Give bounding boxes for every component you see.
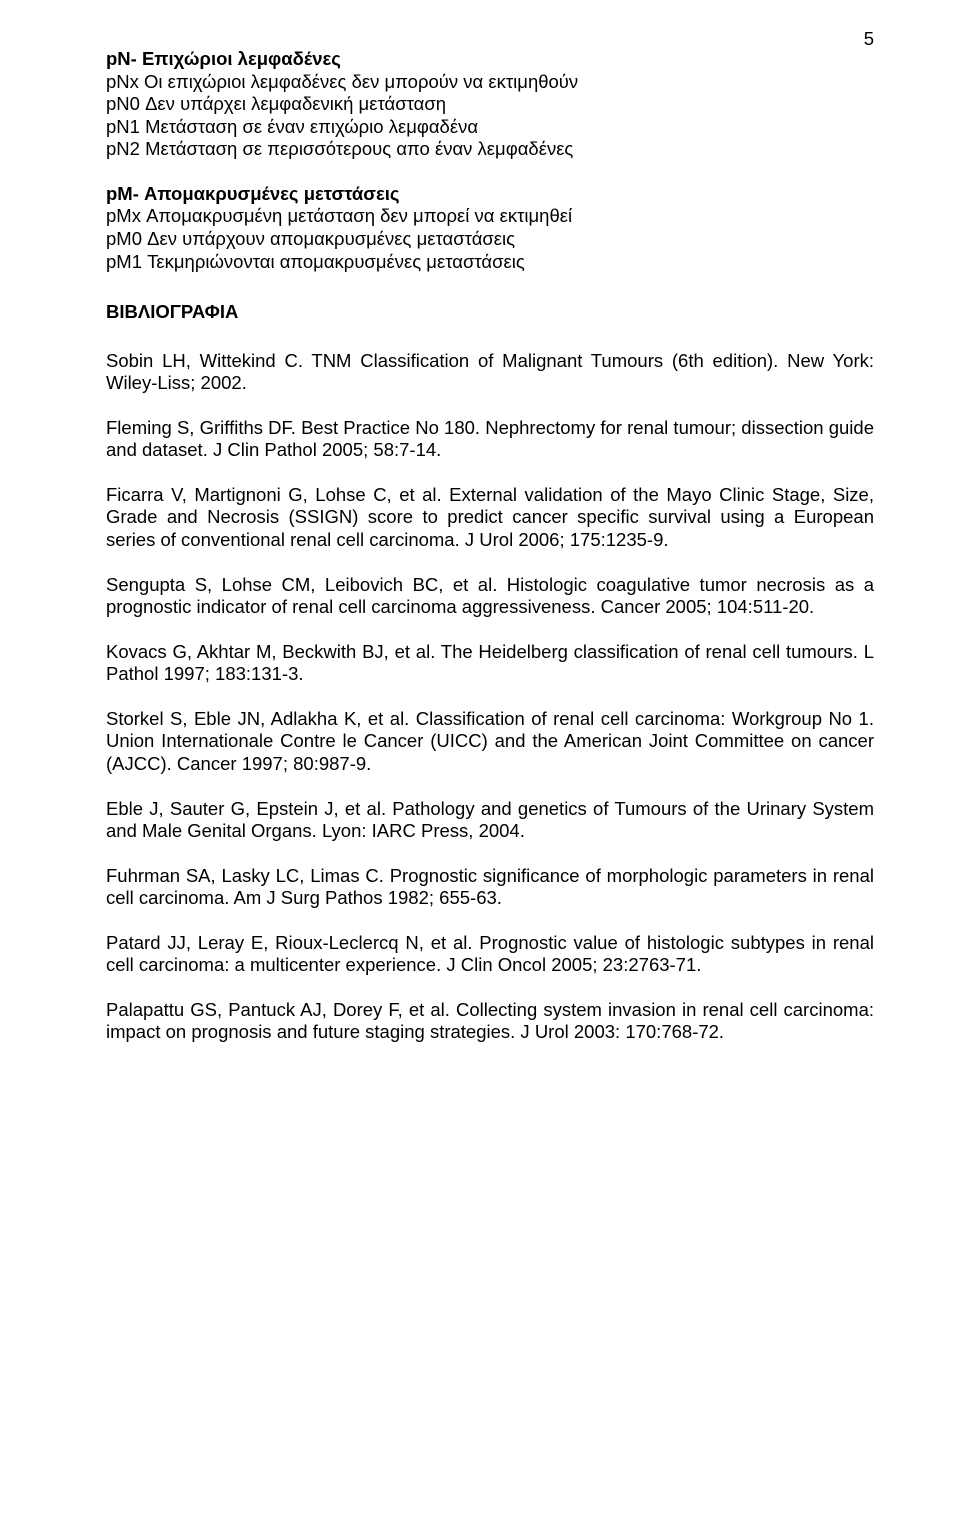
pm-line: pMx Απομακρυσμένη μετάσταση δεν μπορεί ν…	[106, 205, 874, 228]
pn-line: pN2 Μετάσταση σε περισσότερους απο έναν …	[106, 138, 874, 161]
pn-line: pN0 Δεν υπάρχει λεμφαδενική μετάσταση	[106, 93, 874, 116]
reference: Fuhrman SA, Lasky LC, Limas C. Prognosti…	[106, 865, 874, 910]
pm-line: pM0 Δεν υπάρχουν απομακρυσμένες μεταστάσ…	[106, 228, 874, 251]
reference: Sengupta S, Lohse CM, Leibovich BC, et a…	[106, 574, 874, 619]
pm-line: pM1 Τεκμηριώνονται απομακρυσμένες μεταστ…	[106, 251, 874, 274]
reference: Kovacs G, Akhtar M, Beckwith BJ, et al. …	[106, 641, 874, 686]
reference: Fleming S, Griffiths DF. Best Practice N…	[106, 417, 874, 462]
pm-heading: pM- Απομακρυσμένες μετστάσεις	[106, 183, 874, 206]
reference: Palapattu GS, Pantuck AJ, Dorey F, et al…	[106, 999, 874, 1044]
reference: Patard JJ, Leray E, Rioux-Leclercq N, et…	[106, 932, 874, 977]
pn-line: pNx Οι επιχώριοι λεμφαδένες δεν μπορούν …	[106, 71, 874, 94]
reference: Eble J, Sauter G, Epstein J, et al. Path…	[106, 798, 874, 843]
page-number: 5	[864, 28, 874, 51]
reference: Sobin LH, Wittekind C. TNM Classificatio…	[106, 350, 874, 395]
pm-section: pM- Απομακρυσμένες μετστάσεις pMx Απομακ…	[106, 183, 874, 273]
pn-section: pN- Επιχώριοι λεμφαδένες pNx Οι επιχώριο…	[106, 48, 874, 161]
pn-line: pN1 Μετάσταση σε έναν επιχώριο λεμφαδένα	[106, 116, 874, 139]
reference: Storkel S, Eble JN, Adlakha K, et al. Cl…	[106, 708, 874, 776]
document-page: 5 pN- Επιχώριοι λεμφαδένες pNx Οι επιχώρ…	[0, 0, 960, 1517]
bibliography-heading: ΒΙΒΛΙΟΓΡΑΦΙΑ	[106, 301, 874, 324]
reference: Ficarra V, Martignoni G, Lohse C, et al.…	[106, 484, 874, 552]
pn-heading: pN- Επιχώριοι λεμφαδένες	[106, 48, 874, 71]
